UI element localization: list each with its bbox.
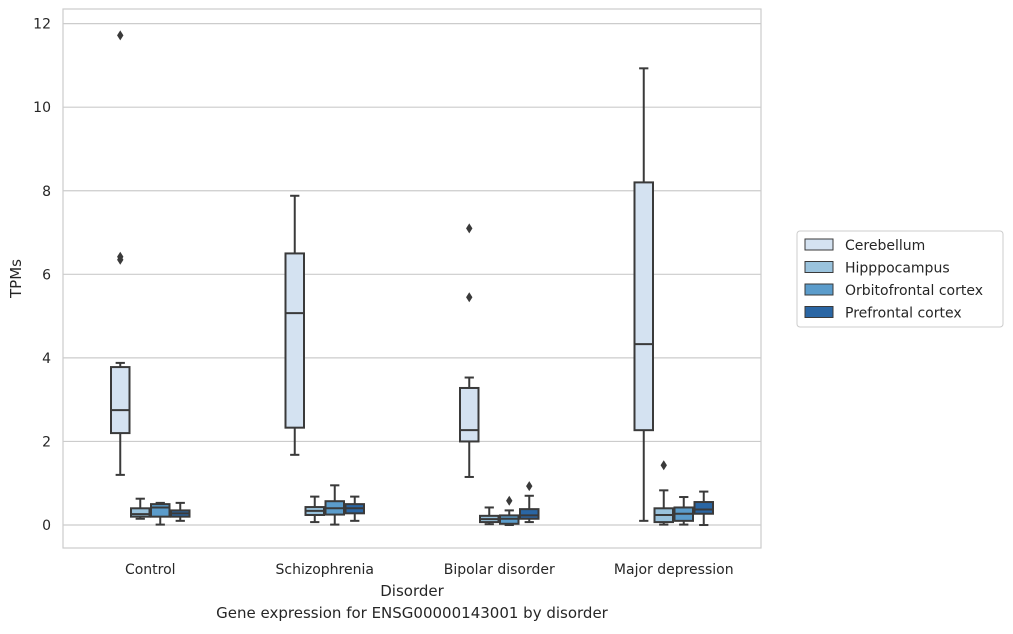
box-2-3 bbox=[673, 496, 694, 526]
box-1-0 bbox=[130, 497, 151, 520]
x-tick-label: Major depression bbox=[614, 562, 734, 578]
box-1-2 bbox=[479, 506, 500, 526]
legend-label: Orbitofrontal cortex bbox=[845, 283, 983, 299]
y-tick-label: 12 bbox=[33, 17, 51, 33]
box-0-2 bbox=[459, 223, 480, 478]
legend-label: Cerebellum bbox=[845, 238, 925, 254]
legend: Cerebellum Hipppocampus Orbitofrontal cort… bbox=[796, 230, 1004, 328]
box-3-2 bbox=[519, 481, 540, 524]
outlier-point bbox=[506, 495, 513, 506]
y-axis-label: TPMs bbox=[7, 259, 25, 299]
box-body bbox=[519, 508, 540, 520]
box-body bbox=[130, 507, 151, 518]
y-tick-label: 2 bbox=[42, 434, 51, 450]
legend-swatch bbox=[804, 306, 834, 318]
legend-swatch bbox=[804, 238, 834, 251]
legend-label: Prefrontal cortex bbox=[845, 306, 962, 322]
x-tick-label: Control bbox=[125, 562, 176, 578]
box-3-3 bbox=[693, 490, 714, 527]
box-3-0 bbox=[170, 501, 191, 522]
box-2-0 bbox=[150, 501, 171, 526]
box-1-1 bbox=[304, 495, 325, 524]
y-tick-labels: 0 2 4 6 8 10 12 bbox=[33, 17, 51, 534]
box-2-1 bbox=[324, 484, 345, 526]
y-tick-label: 10 bbox=[33, 100, 51, 116]
box-body bbox=[693, 501, 714, 515]
grid-lines bbox=[63, 23, 761, 526]
box-series bbox=[110, 30, 714, 527]
box-2-2 bbox=[499, 495, 520, 527]
box-1-3 bbox=[653, 460, 674, 526]
box-0-0 bbox=[110, 30, 131, 476]
box-body bbox=[284, 252, 305, 429]
plot-area-frame bbox=[62, 8, 762, 549]
box-body bbox=[459, 386, 480, 443]
box-0-3 bbox=[633, 67, 654, 522]
outlier-point bbox=[466, 223, 473, 234]
outlier-point bbox=[660, 460, 667, 471]
outlier-point bbox=[117, 30, 124, 41]
y-tick-label: 0 bbox=[42, 518, 51, 534]
y-tick-label: 6 bbox=[42, 267, 51, 283]
y-tick-label: 8 bbox=[42, 184, 51, 200]
x-tick-label: Bipolar disorder bbox=[444, 562, 555, 578]
outlier-point bbox=[466, 292, 473, 303]
legend-label: Hipppocampus bbox=[845, 261, 950, 277]
outlier-point bbox=[117, 251, 124, 262]
x-tick-labels: Control Schizophrenia Bipolar disorder Majo… bbox=[125, 562, 734, 578]
box-0-1 bbox=[284, 194, 305, 456]
x-tick-label: Schizophrenia bbox=[276, 562, 374, 578]
box-body bbox=[110, 366, 131, 435]
box-body bbox=[150, 503, 171, 518]
legend-swatch bbox=[804, 261, 834, 273]
legend-frame bbox=[796, 230, 1004, 328]
y-tick-label: 4 bbox=[42, 351, 51, 367]
chart-caption: Gene expression for ENSG00000143001 by d… bbox=[216, 604, 608, 622]
outlier-point bbox=[526, 481, 533, 492]
box-body bbox=[633, 181, 654, 432]
box-3-1 bbox=[344, 495, 365, 522]
x-axis-label: Disorder bbox=[380, 582, 444, 600]
legend-swatch bbox=[804, 283, 834, 296]
